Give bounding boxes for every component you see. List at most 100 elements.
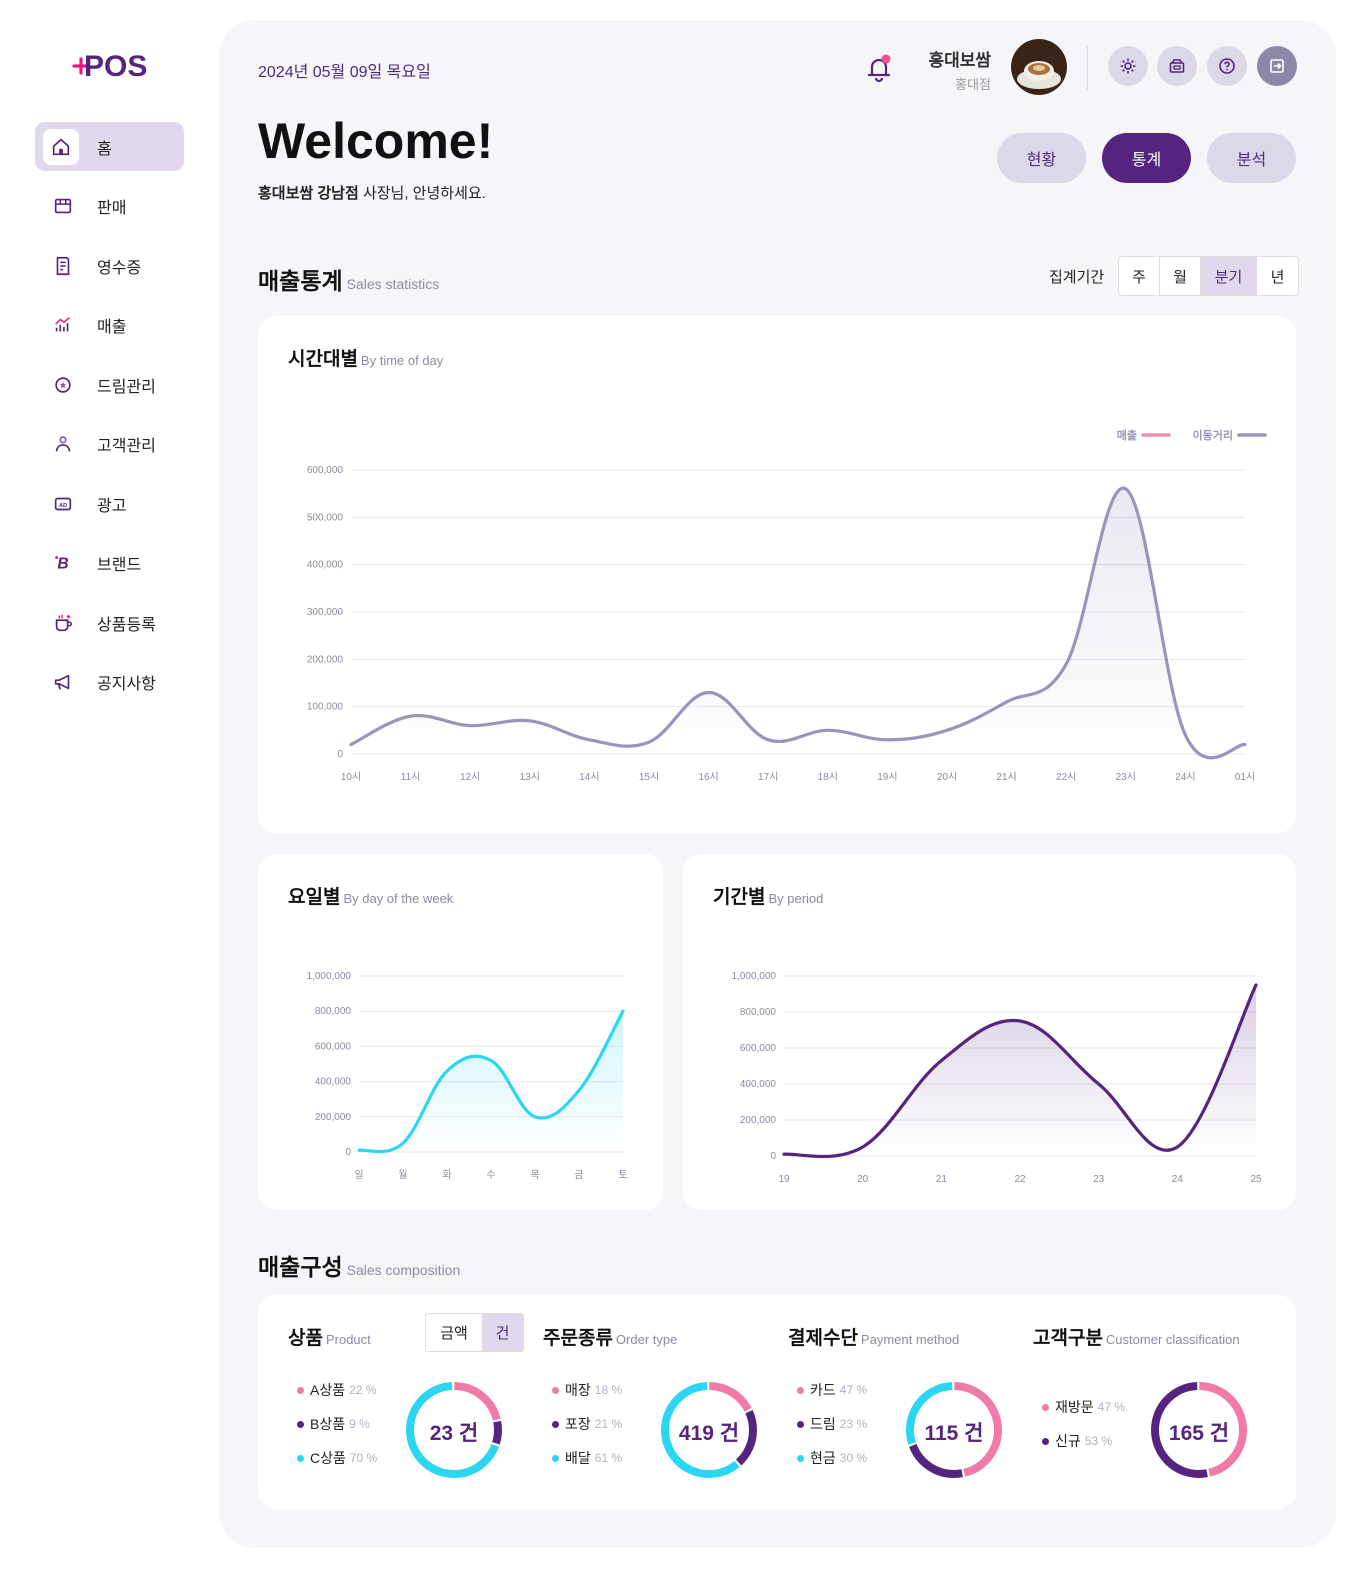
sidebar-item-9[interactable]: 공지사항 bbox=[35, 658, 184, 707]
legend-dot bbox=[552, 1454, 559, 1462]
time-card-title-ko: 시간대별 bbox=[288, 349, 358, 370]
series-area bbox=[351, 488, 1245, 758]
weekday-card-title: 요일별 By day of the week bbox=[288, 882, 453, 909]
sidebar-item-label: 상품등록 bbox=[97, 616, 156, 634]
composition-block-2: 결제수단 Payment method 카드 47 % 드림 23 % 현금 30 % 115 … bbox=[788, 1295, 1028, 1509]
tab-statistics[interactable]: 통계 bbox=[1102, 133, 1191, 183]
y-tick-label: 1,000,000 bbox=[307, 971, 352, 982]
legend-label: 배달 bbox=[565, 1450, 591, 1466]
y-tick-label: 800,000 bbox=[740, 1007, 777, 1018]
x-tick-label: 24 bbox=[1172, 1174, 1184, 1185]
tab-status[interactable]: 현황 bbox=[997, 133, 1086, 183]
legend-item: A상품 22 % bbox=[297, 1373, 377, 1407]
sidebar-item-label: 판매 bbox=[97, 200, 127, 217]
x-tick-label: 25 bbox=[1250, 1174, 1262, 1185]
period-card-title: 기간별 By period bbox=[713, 882, 823, 909]
logo-text: POS bbox=[84, 50, 147, 82]
current-date: 2024년 05월 09일 목요일 bbox=[258, 64, 431, 81]
sidebar-item-2[interactable]: 영수증 bbox=[35, 241, 184, 290]
donut-segment bbox=[906, 1382, 1002, 1478]
pos-logo[interactable]: POS bbox=[72, 46, 152, 82]
composition-block-3: 고객구분 Customer classification 재방문 47 % 신규 53 %… bbox=[1033, 1295, 1273, 1509]
composition-block-title-ko: 상품 bbox=[288, 1328, 323, 1349]
settings-button[interactable] bbox=[1108, 46, 1148, 86]
welcome-title: Welcome! bbox=[258, 113, 494, 169]
x-tick-label: 11시 bbox=[401, 771, 421, 783]
x-tick-label: 수 bbox=[486, 1169, 495, 1181]
composition-block-title-ko: 주문종류 bbox=[543, 1328, 613, 1349]
y-tick-label: 600,000 bbox=[307, 465, 344, 476]
donut-center-label: 23 건 bbox=[429, 1422, 479, 1445]
legend-percent: 61 % bbox=[594, 1451, 623, 1465]
period-week[interactable]: 주 bbox=[1119, 257, 1160, 295]
x-tick-label: 토 bbox=[618, 1170, 627, 1181]
cup-add-icon bbox=[51, 611, 75, 635]
sidebar-item-5[interactable]: 고객관리 bbox=[35, 420, 184, 469]
legend-label: B상품 bbox=[310, 1416, 346, 1432]
donut-segment bbox=[661, 1382, 757, 1478]
x-tick-label: 23시 bbox=[1116, 771, 1136, 783]
sales-stats-title-en: Sales statistics bbox=[346, 276, 440, 292]
logout-button[interactable] bbox=[1257, 46, 1297, 86]
period-year[interactable]: 년 bbox=[1270, 268, 1285, 286]
avatar[interactable] bbox=[1011, 39, 1067, 95]
sidebar-item-1[interactable]: 판매 bbox=[35, 182, 184, 231]
composition-block-title-en: Customer classification bbox=[1105, 1332, 1240, 1347]
person-icon bbox=[51, 432, 75, 456]
x-tick-label: 01시 bbox=[1235, 771, 1255, 783]
notification-bell-icon[interactable] bbox=[863, 52, 895, 84]
sidebar-item-label: 공지사항 bbox=[97, 676, 156, 693]
period-quarter[interactable]: 분기 bbox=[1201, 257, 1257, 295]
svg-text:AD: AD bbox=[59, 502, 67, 508]
sidebar-item-6[interactable]: AD 광고 bbox=[35, 479, 184, 528]
user-info[interactable]: 홍대보쌈 홍대점 bbox=[905, 46, 991, 93]
y-tick-label: 1,000,000 bbox=[732, 971, 777, 982]
x-tick-label: 목 bbox=[530, 1169, 539, 1181]
donut-segment bbox=[1151, 1382, 1247, 1478]
legend-item: 포장 21 % bbox=[552, 1407, 622, 1441]
store-button[interactable] bbox=[1157, 46, 1197, 86]
toggle-amount[interactable]: 금액 bbox=[426, 1314, 482, 1351]
period-card: 기간별 By period 0 200,000 400,000 600,000 800,0… bbox=[683, 854, 1296, 1210]
donut-segment bbox=[406, 1382, 502, 1478]
sidebar-item-4[interactable]: 드림관리 bbox=[35, 360, 184, 409]
composition-block-title-en: Product bbox=[325, 1332, 371, 1347]
legend-dot bbox=[797, 1420, 804, 1428]
toggle-count[interactable]: 건 bbox=[482, 1314, 523, 1351]
legend-dot bbox=[1042, 1437, 1049, 1445]
store-icon bbox=[51, 194, 75, 218]
y-tick-label: 0 bbox=[337, 749, 343, 760]
donut-segment bbox=[906, 1382, 1002, 1478]
sales-stats-title-ko: 매출통계 bbox=[258, 268, 343, 294]
x-tick-label: 19시 bbox=[877, 771, 897, 783]
series-area bbox=[359, 1011, 623, 1152]
x-tick-label: 12시 bbox=[460, 771, 480, 783]
home-icon bbox=[43, 128, 79, 165]
period-month[interactable]: 월 bbox=[1160, 257, 1201, 295]
sidebar-item-8[interactable]: 상품등록 bbox=[35, 598, 184, 647]
sidebar-item-7[interactable]: B 브랜드 bbox=[35, 539, 184, 588]
composition-title-en: Sales composition bbox=[346, 1262, 461, 1278]
x-tick-label: 17시 bbox=[758, 771, 778, 783]
series-area bbox=[784, 985, 1256, 1157]
legend-dot bbox=[552, 1420, 559, 1428]
y-tick-label: 100,000 bbox=[307, 702, 344, 713]
sidebar-item-0[interactable]: 홈 bbox=[35, 122, 184, 171]
x-tick-label: 20시 bbox=[937, 771, 957, 783]
period-selector: 주 월 분기 년 bbox=[1118, 256, 1299, 296]
legend-item: 재방문 47 % bbox=[1042, 1390, 1125, 1424]
x-tick-label: 18시 bbox=[818, 771, 838, 783]
weekday-card-title-ko: 요일별 bbox=[288, 887, 341, 908]
legend-item: B상품 9 % bbox=[297, 1407, 377, 1441]
legend-dot bbox=[297, 1420, 304, 1428]
help-button[interactable] bbox=[1207, 46, 1247, 86]
x-tick-label: 15시 bbox=[639, 771, 659, 783]
sidebar-item-3[interactable]: 매출 bbox=[35, 301, 184, 350]
y-tick-label: 400,000 bbox=[315, 1077, 352, 1088]
ad-icon: AD bbox=[51, 492, 75, 516]
composition-block-title-en: Payment method bbox=[860, 1332, 960, 1347]
tab-analysis[interactable]: 분석 bbox=[1207, 133, 1296, 183]
y-tick-label: 800,000 bbox=[315, 1006, 352, 1017]
y-tick-label: 500,000 bbox=[307, 512, 344, 523]
